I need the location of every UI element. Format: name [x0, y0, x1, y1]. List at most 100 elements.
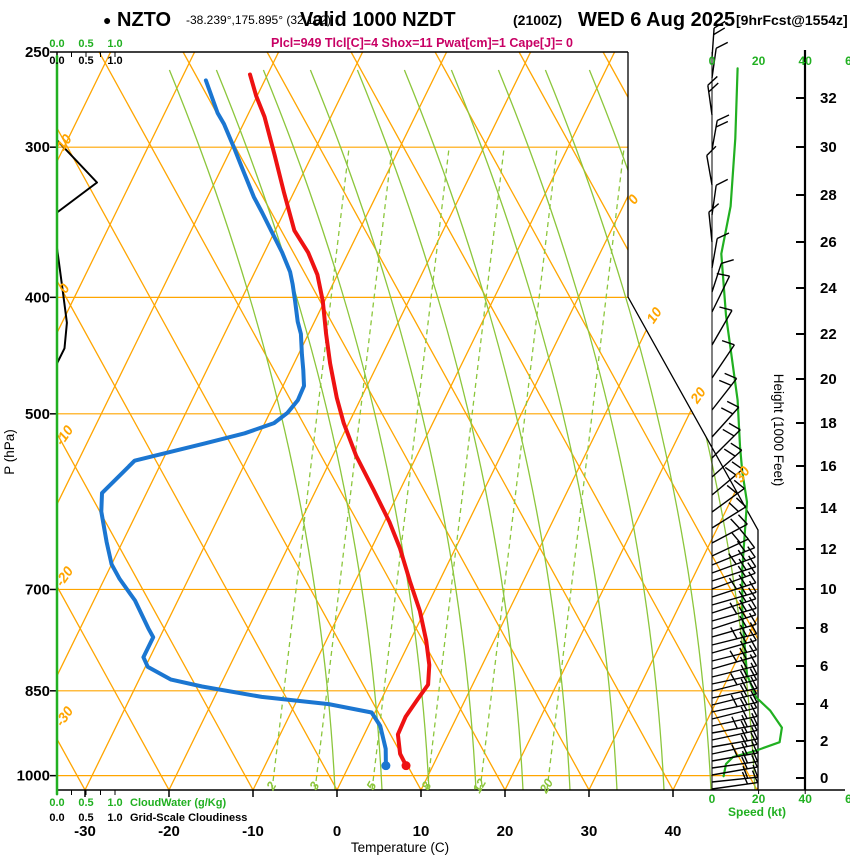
wind-barb-stem: [711, 649, 757, 662]
wind-barb: [708, 203, 720, 243]
wind-barb-feather: [741, 756, 748, 770]
wind-barb: [711, 587, 757, 614]
cloudiness-scale-top-label: 0.0: [49, 55, 64, 67]
wind-barb-feather: [748, 596, 757, 609]
wind-barb-feather: [740, 692, 748, 705]
wind-barb-feather: [740, 678, 748, 691]
height-tick-label: 14: [820, 500, 837, 517]
wind-barb-feather: [751, 749, 759, 762]
cloudwater-scale-top-label: 0.5: [78, 38, 93, 50]
wind-barb-feather: [706, 145, 717, 156]
pressure-tick-label: 1000: [17, 768, 50, 785]
wind-barb-feather: [738, 558, 747, 571]
wind-barb: [711, 770, 759, 790]
stability-params: Plcl=949 Tlcl[C]=4 Shox=11 Pwat[cm]=1 Ca…: [271, 36, 573, 50]
wind-barb: [711, 514, 748, 544]
wind-barb-feather: [728, 502, 739, 512]
wind-barb-stem: [711, 760, 758, 769]
height-tick-label: 24: [820, 280, 837, 297]
wind-barb-feather: [751, 754, 758, 768]
wind-barb: [711, 676, 758, 699]
pressure-tick-label: 300: [25, 139, 50, 156]
wind-barb-feather: [742, 765, 749, 779]
wind-barb: [711, 638, 758, 662]
wind-barb-stem: [711, 623, 757, 638]
wind-barb: [711, 580, 757, 606]
isotherm-label: 30: [731, 463, 753, 485]
dry-adiabat-line: [350, 52, 758, 790]
wind-barb-feather: [718, 379, 732, 387]
wind-barb-feather: [721, 339, 735, 346]
temperature-axis-title: Temperature (C): [351, 840, 449, 855]
wind-barb-stem: [711, 572, 756, 590]
wind-barb-stem: [711, 729, 758, 741]
temperature-tick-label: 30: [581, 823, 598, 840]
wind-barb: [711, 690, 758, 713]
wind-barb-stem: [711, 655, 757, 670]
wind-barb: [711, 114, 730, 151]
wind-barb-feather: [707, 75, 718, 86]
speed-axis-title: Speed (kt): [728, 805, 786, 819]
isotherm-line: [57, 52, 280, 790]
wind-barb-stem: [711, 781, 758, 790]
height-tick-label: 2: [820, 733, 828, 750]
wind-barb-feather: [748, 580, 757, 593]
wind-barb-feather: [713, 27, 726, 36]
wind-barb: [711, 339, 735, 379]
wind-barb-feather: [749, 622, 758, 635]
dewpoint-curve: [99, 78, 388, 768]
wind-barb-feather: [730, 673, 738, 686]
speed-scale-bottom-label: 0: [709, 792, 716, 806]
wind-barb-stem: [711, 487, 745, 513]
wind-barb-feather: [748, 571, 757, 584]
wind-barb-feather: [738, 574, 747, 587]
wind-barb: [711, 41, 729, 79]
mixing-ratio-label: 20: [536, 776, 556, 796]
wind-barb-feather: [737, 549, 747, 562]
wind-barb-feather: [739, 656, 748, 669]
cloudiness-scale-bottom-label: 1.0: [107, 812, 122, 824]
height-tick-label: 30: [820, 139, 837, 156]
height-tick-label: 6: [820, 658, 828, 675]
wind-barb-stem: [711, 738, 758, 748]
cloudwater-scale-bottom-label: 0.0: [49, 797, 64, 809]
temperature-tick-label: 0: [333, 823, 341, 840]
wind-barb-feather: [749, 682, 758, 695]
wind-barb-stem: [711, 607, 757, 622]
wind-barb-feather: [748, 644, 757, 657]
wind-barb-feather: [749, 668, 758, 681]
wind-barb-feather: [752, 764, 759, 778]
wind-barb-feather: [730, 442, 743, 451]
moist-adiabat-line: [262, 69, 430, 790]
moist-adiabat-line: [309, 69, 477, 790]
dry-adiabat-line: [57, 52, 254, 790]
wind-barb-stem: [711, 591, 757, 606]
wind-barb-stem: [711, 776, 758, 783]
wind-barb: [711, 546, 756, 574]
wind-barb: [711, 603, 757, 630]
wind-barb-feather: [715, 178, 729, 186]
wind-barb-stem: [711, 48, 717, 79]
speed-scale-bottom-label: 20: [752, 792, 766, 806]
pressure-tick-label: 850: [25, 683, 50, 700]
wind-barb-feather: [739, 647, 748, 660]
wind-barb-feather: [750, 676, 758, 689]
wind-barb: [711, 682, 758, 706]
wind-barb-stem: [711, 639, 757, 654]
wind-barb-stem: [707, 85, 713, 116]
dry-adiabat-line: [518, 52, 758, 790]
wind-barb-feather: [739, 670, 748, 683]
wind-barb-feather: [739, 684, 748, 697]
wind-barb-feather: [724, 372, 737, 380]
wind-barb-stem: [711, 406, 740, 438]
wind-barb-stem: [711, 665, 757, 678]
dry-adiabat-line: [57, 52, 170, 790]
wind-barb-feather: [739, 631, 748, 644]
wind-barb-feather: [728, 577, 738, 590]
wind-barb-feather: [716, 114, 730, 122]
wind-barb-feather: [730, 694, 738, 707]
wind-barb-feather: [746, 536, 756, 549]
isotherm-label: 20: [686, 384, 709, 407]
